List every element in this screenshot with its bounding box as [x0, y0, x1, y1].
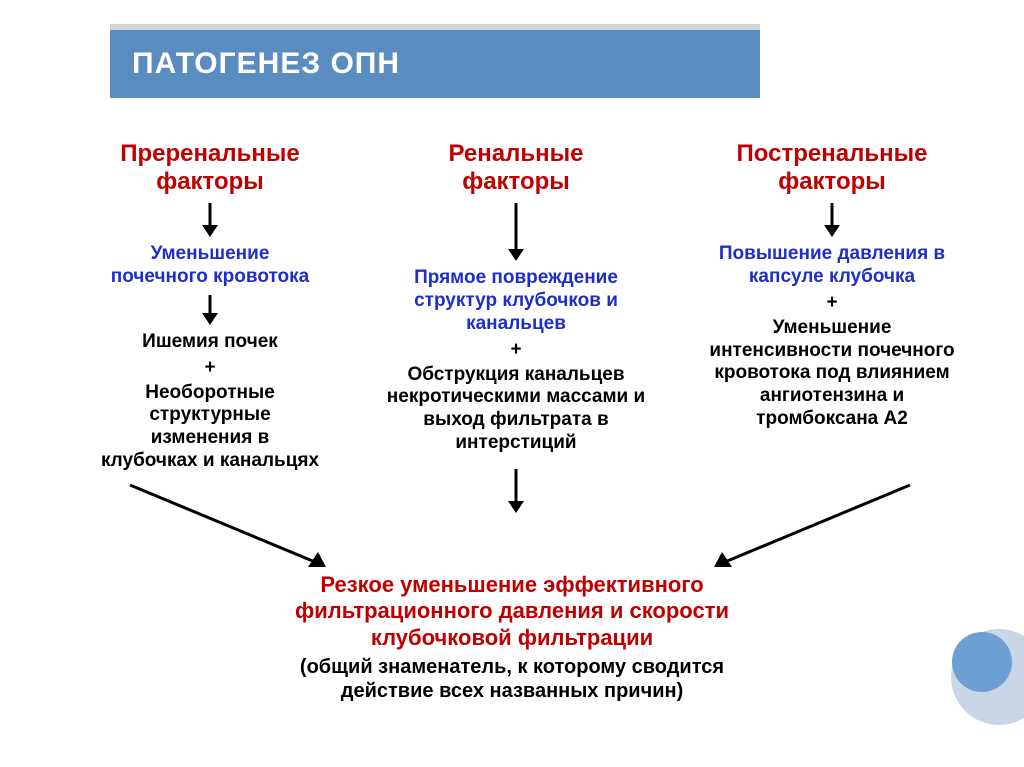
conclusion-sub: (общий знаменатель, к которому сводится … [0, 655, 1024, 703]
head-line: факторы [462, 168, 570, 195]
factor-heading: Постренальные факторы [682, 140, 982, 195]
head-line: факторы [778, 168, 886, 195]
blue-effect: Прямое повреждение структур клубочков и … [366, 267, 666, 335]
text-line: Резкое уменьшение эффективного [320, 572, 703, 597]
text-line: почечного кровотока [111, 266, 309, 287]
arrow-down-icon [366, 203, 666, 261]
page-title: ПАТОГЕНЕЗ ОПН [132, 47, 400, 81]
text-line: Ишемия почек [142, 331, 278, 352]
text-line: клубочковой фильтрации [371, 625, 653, 650]
conclusion-red: Резкое уменьшение эффективного фильтраци… [0, 572, 1024, 651]
text-line: выход фильтрата в [423, 409, 608, 430]
text-line: структур клубочков и [414, 290, 618, 311]
plus-sign: + [60, 357, 360, 379]
text-line: Обструкция канальцев [407, 364, 624, 385]
arrow-down-icon [682, 203, 982, 237]
converge-arrow-left [120, 480, 340, 585]
text-line: фильтрационного давления и скорости [295, 598, 729, 623]
conclusion-block: Резкое уменьшение эффективного фильтраци… [0, 572, 1024, 703]
text-line: канальцев [466, 313, 566, 334]
arrow-down-icon [60, 203, 360, 237]
arrow-down-icon [366, 469, 666, 513]
blue-effect: Уменьшение почечного кровотока [60, 243, 360, 289]
head-line: Преренальные [120, 140, 299, 167]
arrow-down-icon [60, 295, 360, 325]
text-line: капсуле клубочка [749, 266, 915, 287]
text-line: кровотока под влиянием [714, 362, 949, 383]
title-bar: ПАТОГЕНЕЗ ОПН [110, 30, 760, 98]
text-line: Уменьшение [151, 243, 270, 264]
blue-effect: Повышение давления в капсуле клубочка [682, 243, 982, 289]
column-prerenal: Преренальные факторы Уменьшение почечног… [60, 140, 360, 473]
plus-sign: + [682, 292, 982, 314]
text-line: интерстиций [455, 432, 576, 453]
text-line: Прямое повреждение [414, 267, 618, 288]
converge-arrow-right [700, 480, 920, 585]
text-line: тромбоксана А2 [756, 408, 908, 429]
head-line: факторы [156, 168, 264, 195]
factor-heading: Преренальные факторы [60, 140, 360, 195]
plus-sign: + [366, 339, 666, 361]
decorative-circles [924, 617, 1024, 717]
black-effect: Ишемия почек [60, 331, 360, 354]
text-line: некротическими массами и [387, 386, 645, 407]
text-line: действие всех названных причин) [341, 680, 683, 702]
factor-heading: Ренальные факторы [366, 140, 666, 195]
text-line: изменения в [151, 427, 270, 448]
head-line: Постренальные [737, 140, 928, 167]
text-line: Повышение давления в [719, 243, 945, 264]
text-line: Необоротные [145, 382, 275, 403]
black-effect: Уменьшение интенсивности почечного крово… [682, 317, 982, 431]
head-line: Ренальные [449, 140, 584, 167]
text-line: интенсивности почечного [709, 340, 954, 361]
text-line: (общий знаменатель, к которому сводится [300, 656, 724, 678]
text-line: Уменьшение [773, 317, 892, 338]
text-line: клубочках и канальцях [101, 450, 319, 471]
black-effect: Необоротные структурные изменения в клуб… [60, 382, 360, 473]
text-line: структурные [149, 404, 270, 425]
text-line: ангиотензина и [760, 385, 904, 406]
column-renal: Ренальные факторы Прямое повреждение стр… [366, 140, 666, 519]
column-postrenal: Постренальные факторы Повышение давления… [682, 140, 982, 431]
black-effect: Обструкция канальцев некротическими масс… [366, 364, 666, 455]
